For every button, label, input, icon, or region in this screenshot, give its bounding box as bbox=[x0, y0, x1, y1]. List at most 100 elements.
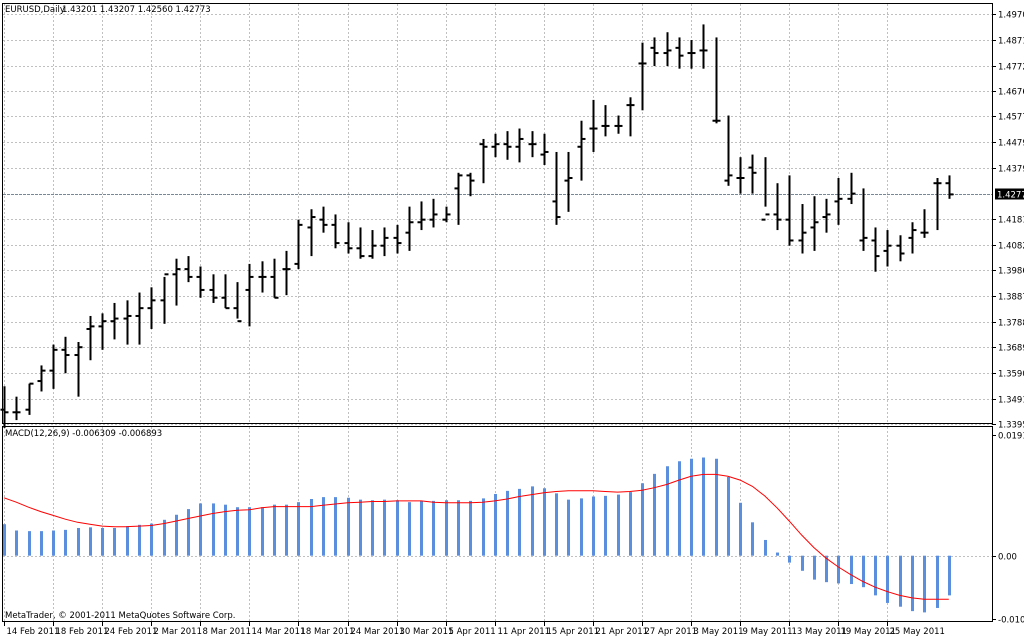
ohlc-bar[interactable] bbox=[466, 172, 475, 197]
ohlc-bar[interactable] bbox=[294, 219, 303, 270]
ohlc-bar[interactable] bbox=[344, 222, 353, 254]
ohlc-bar[interactable] bbox=[61, 336, 70, 374]
ohlc-bar[interactable] bbox=[442, 206, 451, 223]
price-axis-label: 1.48710 bbox=[998, 37, 1024, 47]
ohlc-bar[interactable] bbox=[74, 342, 83, 397]
time-axis-label: 5 Apr 2011 bbox=[449, 627, 496, 636]
ohlc-bar[interactable] bbox=[37, 365, 46, 392]
ohlc-bar[interactable] bbox=[172, 258, 181, 306]
ohlc-bar[interactable] bbox=[49, 344, 58, 389]
symbol-label: EURUSD,Daily bbox=[5, 5, 65, 15]
ohlc-bar[interactable] bbox=[748, 154, 757, 194]
ohlc-bar[interactable] bbox=[614, 115, 623, 134]
time-axis-label: 24 Feb 2011 bbox=[105, 627, 158, 636]
ohlc-bar[interactable] bbox=[896, 235, 905, 262]
ohlc-bar[interactable] bbox=[564, 151, 573, 212]
price-bars[interactable] bbox=[0, 24, 954, 428]
ohlc-bar[interactable] bbox=[368, 230, 377, 259]
ohlc-bar[interactable] bbox=[945, 175, 954, 199]
ohlc-bar[interactable] bbox=[859, 188, 868, 251]
ohlc-bar[interactable] bbox=[626, 97, 635, 137]
ohlc-bar[interactable] bbox=[834, 178, 843, 225]
ohlc-bar[interactable] bbox=[319, 206, 328, 233]
ohlc-bar[interactable] bbox=[871, 227, 880, 272]
ohlc-bar[interactable] bbox=[847, 172, 856, 205]
ohlc-bar[interactable] bbox=[601, 105, 610, 137]
ohlc-bar[interactable] bbox=[270, 258, 279, 299]
ohlc-bar[interactable] bbox=[245, 263, 254, 327]
ohlc-bar[interactable] bbox=[515, 128, 524, 163]
ohlc-bar[interactable] bbox=[12, 396, 21, 421]
ohlc-bar[interactable] bbox=[638, 42, 647, 111]
macd-histogram[interactable] bbox=[3, 457, 951, 613]
ohlc-bar[interactable] bbox=[736, 157, 745, 194]
time-axis-label: 9 May 2011 bbox=[743, 627, 793, 636]
ohlc-bar[interactable] bbox=[577, 120, 586, 181]
ohlc-bar[interactable] bbox=[503, 131, 512, 160]
ohlc-bar[interactable] bbox=[798, 204, 807, 254]
macd-axis-label: 0.00 bbox=[998, 553, 1017, 563]
ohlc-bar[interactable] bbox=[699, 24, 708, 69]
price-axis-label: 1.34910 bbox=[998, 396, 1024, 406]
ohlc-bar[interactable] bbox=[552, 151, 561, 225]
ohlc-bar[interactable] bbox=[528, 131, 537, 158]
ohlc-bar[interactable] bbox=[98, 313, 107, 350]
price-axis-label: 1.47720 bbox=[998, 63, 1024, 73]
ohlc-bar[interactable] bbox=[540, 133, 549, 165]
ohlc-bar[interactable] bbox=[258, 261, 267, 293]
ohlc-bar[interactable] bbox=[147, 287, 156, 329]
ohlc-bar[interactable] bbox=[110, 302, 119, 340]
ohlc-bar[interactable] bbox=[761, 157, 770, 221]
ohlc-label: 1.43201 1.43207 1.42560 1.42773 bbox=[62, 5, 211, 15]
ohlc-bar[interactable] bbox=[405, 206, 414, 251]
ohlc-bar[interactable] bbox=[233, 282, 242, 323]
ohlc-bar[interactable] bbox=[393, 224, 402, 254]
ohlc-bar[interactable] bbox=[687, 40, 696, 69]
ohlc-bar[interactable] bbox=[331, 214, 340, 249]
ohlc-bar[interactable] bbox=[429, 198, 438, 228]
ohlc-bar[interactable] bbox=[160, 273, 169, 324]
ohlc-bar[interactable] bbox=[196, 266, 205, 298]
macd-signal-polyline bbox=[3, 473, 949, 600]
ohlc-bar[interactable] bbox=[650, 37, 659, 67]
time-axis-label: 19 May 2011 bbox=[841, 627, 896, 636]
ohlc-bar[interactable] bbox=[920, 209, 929, 238]
ohlc-bar[interactable] bbox=[589, 99, 598, 152]
time-axis-label: 21 Apr 2011 bbox=[596, 627, 649, 636]
ohlc-bar[interactable] bbox=[86, 315, 95, 361]
ohlc-bar[interactable] bbox=[479, 138, 488, 184]
ohlc-bar[interactable] bbox=[135, 292, 144, 345]
ohlc-bar[interactable] bbox=[184, 256, 193, 283]
ohlc-bar[interactable] bbox=[712, 37, 721, 124]
ohlc-bar[interactable] bbox=[209, 274, 218, 303]
ohlc-bar[interactable] bbox=[810, 196, 819, 251]
ohlc-bar[interactable] bbox=[417, 201, 426, 231]
macd-axis: 0.019163 0.00 -0.010051 bbox=[992, 432, 1024, 626]
ohlc-bar[interactable] bbox=[356, 227, 365, 259]
ohlc-bar[interactable] bbox=[123, 300, 132, 345]
ohlc-bar[interactable] bbox=[675, 37, 684, 69]
ohlc-bar[interactable] bbox=[773, 183, 782, 231]
ohlc-bar[interactable] bbox=[785, 175, 794, 246]
ohlc-bar[interactable] bbox=[454, 172, 463, 225]
ohlc-bar[interactable] bbox=[380, 227, 389, 257]
ohlc-bar[interactable] bbox=[0, 386, 9, 428]
price-axis-label: 1.45770 bbox=[998, 113, 1024, 123]
ohlc-bar[interactable] bbox=[883, 230, 892, 267]
ohlc-bar[interactable] bbox=[822, 198, 831, 233]
ohlc-bar[interactable] bbox=[724, 115, 733, 186]
price-axis-label: 1.36890 bbox=[998, 344, 1024, 354]
ohlc-bar[interactable] bbox=[307, 209, 316, 257]
ohlc-bar[interactable] bbox=[491, 133, 500, 158]
ohlc-bar[interactable] bbox=[221, 274, 230, 310]
ohlc-bar[interactable] bbox=[25, 382, 34, 415]
time-axis-label: 14 Mar 2011 bbox=[252, 627, 306, 636]
ohlc-bar[interactable] bbox=[282, 250, 291, 296]
ohlc-bar[interactable] bbox=[908, 222, 917, 254]
ohlc-bar[interactable] bbox=[663, 32, 672, 67]
ohlc-bar[interactable] bbox=[933, 178, 942, 231]
price-axis-label: 1.49700 bbox=[998, 11, 1024, 21]
time-axis-label: 18 Feb 2011 bbox=[56, 627, 109, 636]
